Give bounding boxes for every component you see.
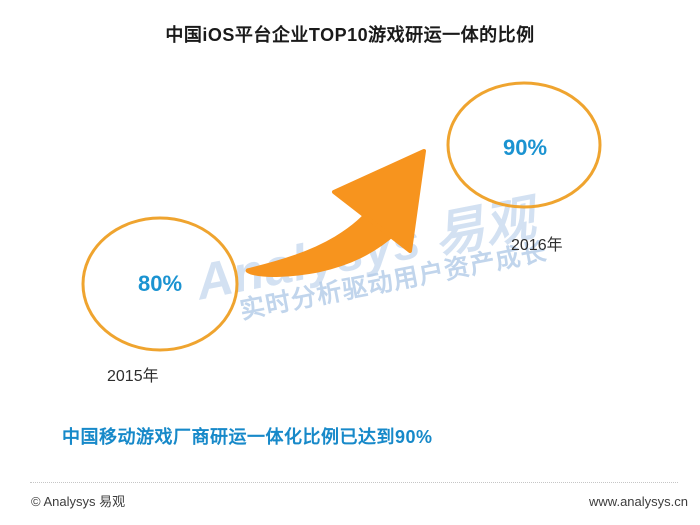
annotation-text: 中国移动游戏厂商研运一体化比例已达到90% bbox=[62, 427, 433, 447]
growth-arrow-head bbox=[332, 149, 426, 253]
year-label-2016: 2016年 bbox=[511, 237, 563, 254]
value-label-2015: 80% bbox=[137, 271, 183, 296]
chart-title: 中国iOS平台企业TOP10游戏研运一体的比例 bbox=[165, 25, 535, 45]
year-label-2015: 2015年 bbox=[107, 368, 159, 385]
circle-2016 bbox=[446, 81, 602, 209]
growth-arrow-tail bbox=[245, 202, 398, 277]
footer-website-link[interactable]: www.analysys.cn bbox=[589, 494, 688, 509]
value-label-2016: 90% bbox=[502, 135, 548, 160]
circle-2015 bbox=[81, 216, 239, 352]
footer-copyright: © Analysys 易观 bbox=[31, 494, 126, 509]
footer-divider bbox=[30, 482, 678, 483]
